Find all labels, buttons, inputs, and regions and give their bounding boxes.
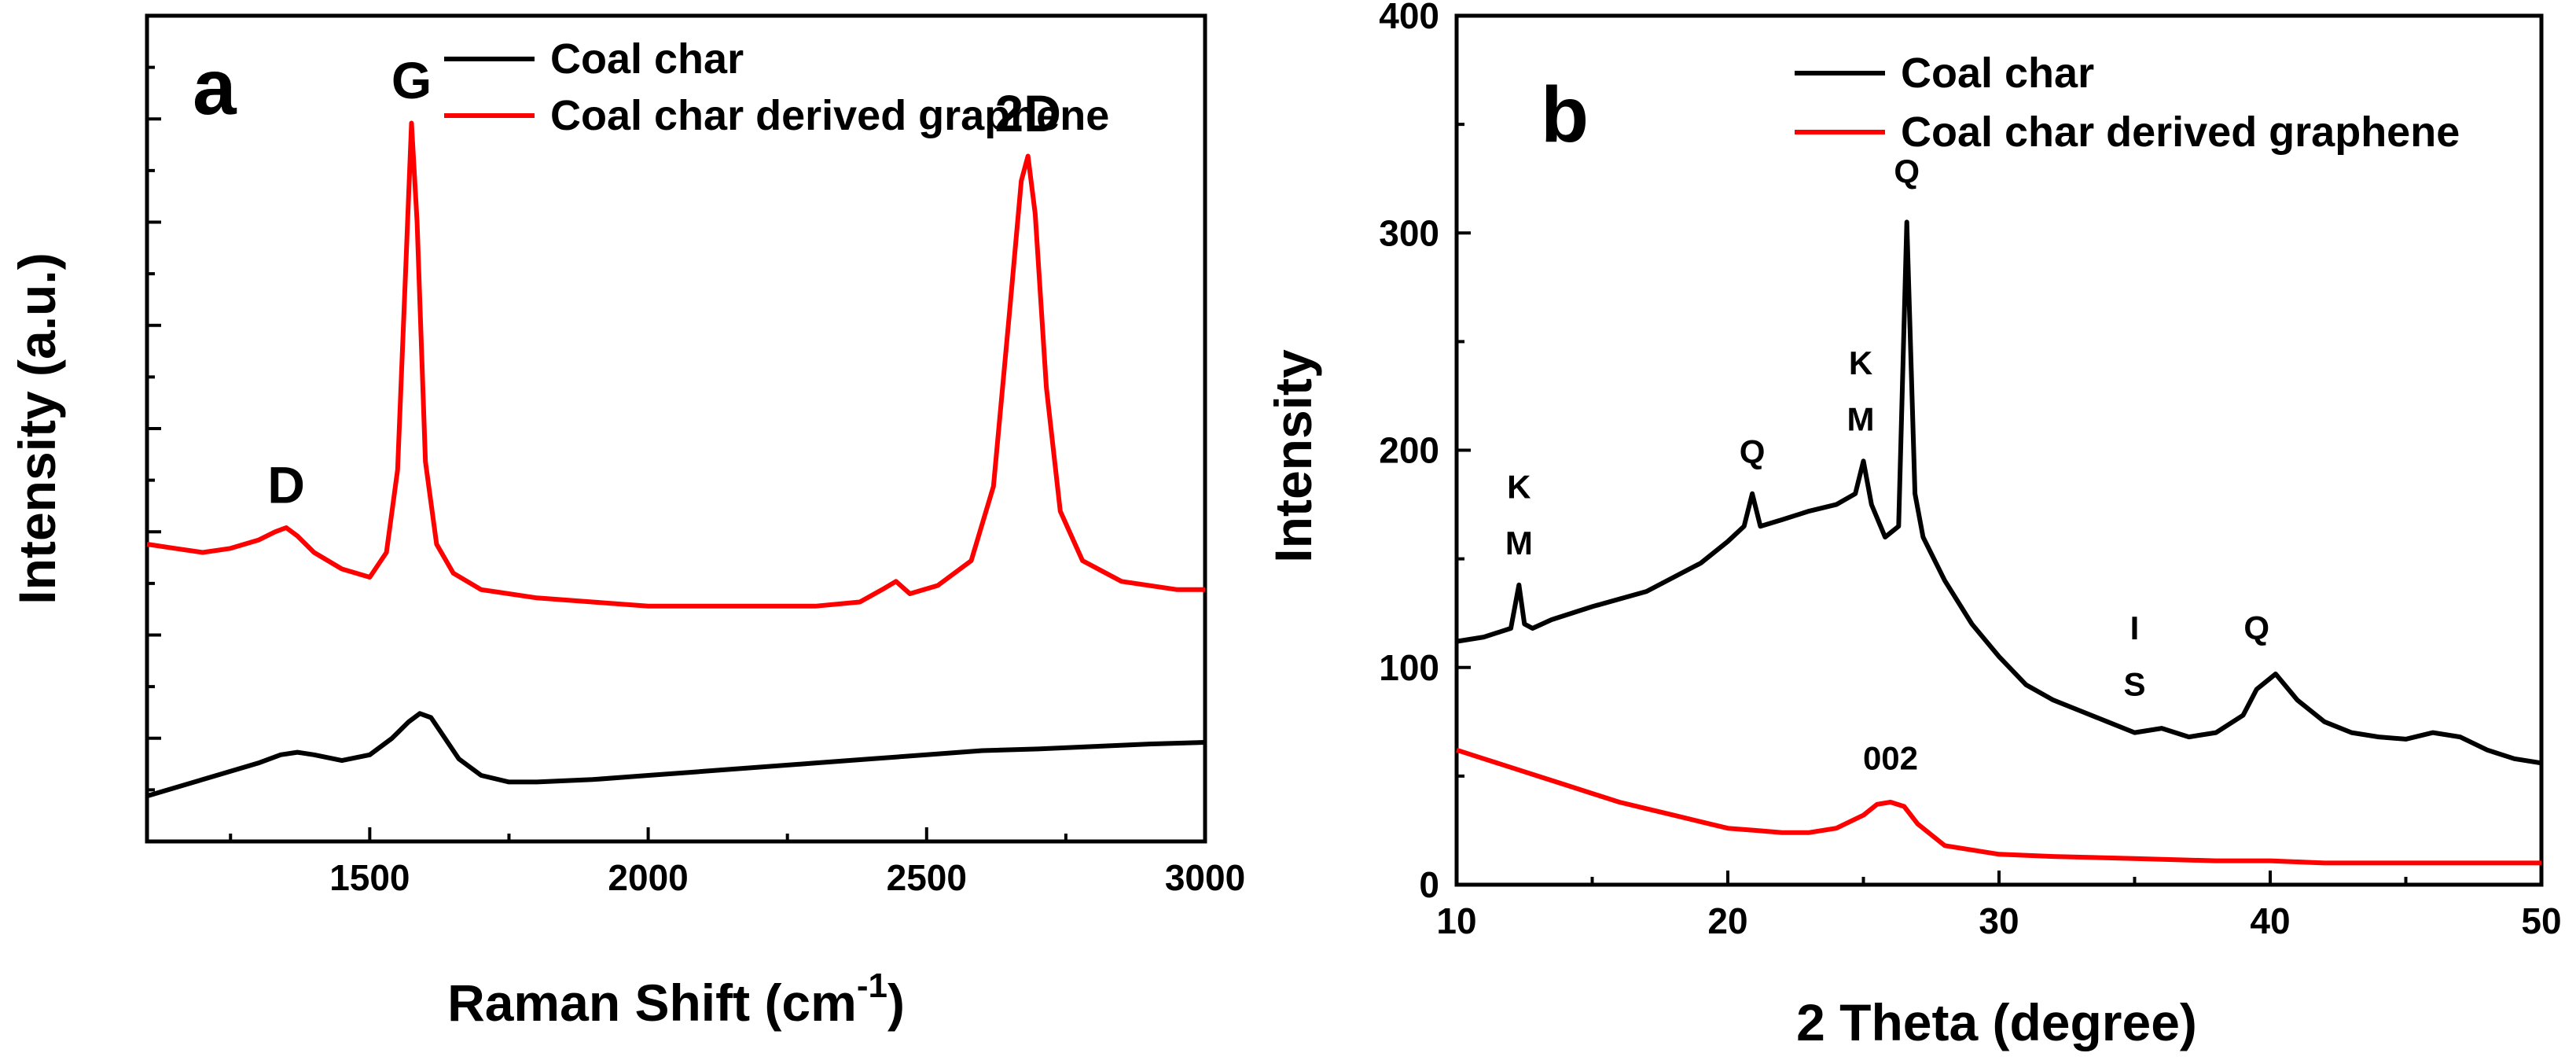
panel-b-peak-label: Q [1894,153,1920,190]
legend-a-graphene: Coal char derived graphene [550,92,1109,139]
panel-b-x-ticks: 10 20 30 40 50 [1436,871,2562,941]
panel-a-peak-label: 2D [995,84,1061,142]
panel-b-x-axis-title: 2 Theta (degree) [1796,993,2197,1051]
legend-b-coal-char: Coal char [1901,50,2094,97]
panel-b-peak-label: 002 [1863,740,1918,777]
panel-a-series-graphene-line [146,120,1205,609]
panel-b-peak-label: K [1849,344,1872,381]
panel-b-y-ticks: 0 100 200 300 400 [1379,0,1471,905]
panel-b: 10 20 30 40 50 0 100 200 300 400 b Coal char Coa… [1264,0,2562,1051]
panel-b-peak-label: K [1507,468,1531,505]
panel-a-peak-label: D [267,456,305,514]
panel-a-x-tick-label: 2500 [887,857,967,898]
panel-b-y-tick-label: 200 [1379,430,1439,471]
panel-b-peak-label: S [2123,666,2145,703]
panel-b-x-tick-label: 30 [1979,900,2019,941]
panel-b-peak-label: M [1505,525,1533,561]
panel-b-series-group [1456,219,2542,866]
panel-b-y-tick-label: 400 [1379,0,1439,36]
panel-b-y-tick-label: 300 [1379,212,1439,253]
panel-b-peak-label: I [2130,609,2140,646]
panel-b-peak-label: Q [2243,609,2269,646]
panel-b-y-axis-title: Intensity [1264,349,1322,563]
panel-a-x-axis-title-main: Raman Shift (cm [447,974,857,1032]
panel-a-peak-labels: D G 2D [267,51,1061,514]
panel-a-x-tick-label: 2000 [608,857,688,898]
panel-a-peak-label: G [391,51,432,109]
panel-b-series-graphene-line [1456,747,2541,866]
legend-a-coal-char: Coal char [550,35,744,83]
panel-a-series-coal-char-line [146,711,1206,799]
panel-a-x-axis-title: Raman Shift (cm-1) [447,966,905,1032]
panel-a-label: a [193,43,237,131]
panel-a-x-axis-title-superscript: -1 [857,966,887,1005]
panel-a-series-group [146,120,1206,799]
panel-a-x-tick-label: 3000 [1165,857,1245,898]
panel-b-y-tick-label: 0 [1419,864,1439,905]
panel-a-y-ticks [147,65,161,792]
panel-b-peak-label: Q [1740,433,1766,470]
panel-a-x-ticks: 1500 2000 2500 3000 [229,827,1245,898]
panel-b-label: b [1541,71,1589,159]
legend-b-graphene: Coal char derived graphene [1901,109,2460,156]
panel-b-x-tick-label: 20 [1707,900,1747,941]
panel-b-x-tick-label: 40 [2250,900,2290,941]
panel-a: 1500 2000 2500 3000 a Coal char Coal char d… [8,13,1245,1032]
panel-b-peak-label: M [1847,401,1875,438]
panel-b-y-tick-label: 100 [1379,647,1439,688]
panel-a-x-axis-title-close: ) [887,974,905,1032]
panel-b-x-tick-label: 10 [1436,900,1476,941]
panel-a-y-axis-title: Intensity (a.u.) [8,252,66,604]
panel-b-x-tick-label: 50 [2521,900,2561,941]
panel-a-x-tick-label: 1500 [329,857,410,898]
panel-b-series-coal-char-line [1456,219,2542,766]
